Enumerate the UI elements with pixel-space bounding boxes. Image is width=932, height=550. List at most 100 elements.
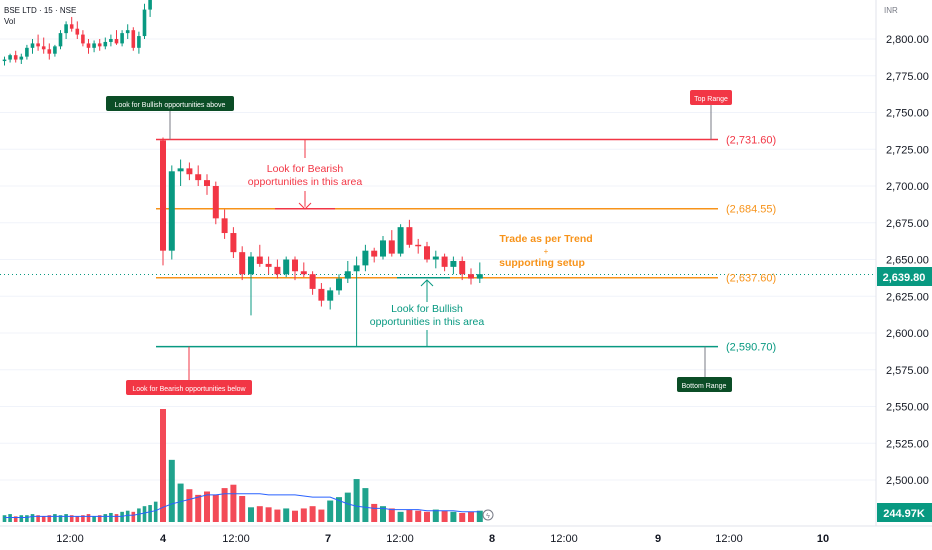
volume-bar — [450, 511, 457, 522]
bear-area-text: Look for Bearish — [267, 163, 344, 175]
candle-body — [292, 259, 298, 272]
trend-text: supporting setup — [499, 257, 585, 269]
candle-body — [380, 240, 386, 257]
time-tick-label: 9 — [655, 533, 661, 545]
candle-body — [336, 278, 342, 291]
last-price-value: 2,639.80 — [883, 272, 926, 284]
price-tick-label: 2,675.00 — [886, 218, 929, 230]
price-tick-label: 2,600.00 — [886, 328, 929, 340]
last-price-badge — [877, 267, 932, 286]
candle-body — [186, 168, 193, 175]
candle-body — [327, 290, 334, 301]
volume-bar — [58, 515, 63, 522]
volume-bar — [380, 506, 386, 522]
currency-label: INR — [884, 6, 898, 15]
candle-body — [97, 43, 102, 47]
price-tick-label: 2,800.00 — [886, 34, 929, 46]
grid — [0, 38, 876, 481]
volume-bar — [468, 511, 474, 522]
time-tick-label: 12:00 — [550, 533, 578, 545]
volume-bar — [212, 494, 219, 522]
candle-body — [69, 24, 74, 29]
price-tick-label: 2,625.00 — [886, 291, 929, 303]
candle-body — [131, 30, 136, 48]
volume-bar — [131, 511, 136, 522]
candle-body — [120, 33, 124, 44]
volume-bar — [69, 515, 74, 522]
candle-body — [256, 256, 263, 264]
candle-body — [459, 260, 466, 275]
candle-body — [424, 246, 430, 260]
volume-bar — [168, 459, 175, 522]
bear-area-text: opportunities in this area — [248, 176, 363, 188]
volume-bar — [186, 489, 193, 522]
volume-bar — [2, 515, 7, 522]
candle-body — [397, 227, 404, 254]
last-volume-badge — [877, 503, 932, 522]
symbol-title[interactable]: BSE LTD · 15 · NSE — [4, 6, 77, 15]
price-tick-label: 2,700.00 — [886, 181, 929, 193]
candle-body — [239, 252, 246, 275]
bear-below-text: Look for Bearish opportunities below — [132, 386, 246, 393]
volume-bar — [327, 500, 334, 522]
candle-body — [125, 30, 130, 34]
volume-bar — [388, 508, 395, 522]
candle-body — [388, 240, 395, 254]
candlesticks — [2, 0, 483, 347]
candle-body — [353, 265, 360, 272]
volume-bar — [8, 514, 12, 522]
volume-bars — [2, 409, 483, 522]
volume-bar — [92, 516, 96, 522]
candle-body — [109, 39, 113, 42]
candle-body — [212, 186, 219, 219]
volume-bar — [371, 503, 378, 522]
candle-body — [248, 256, 254, 275]
candle-body — [362, 250, 369, 266]
chart-header: BSE LTD · 15 · NSE Vol — [4, 5, 76, 27]
time-tick-label: 12:00 — [56, 533, 84, 545]
bottom-range-badge — [677, 377, 732, 392]
volume-bar — [221, 488, 228, 522]
candle-body — [415, 244, 422, 247]
candle-body — [476, 274, 483, 279]
candle-body — [283, 259, 290, 275]
candle-body — [204, 180, 210, 186]
volume-bar — [353, 479, 360, 522]
volume-bar — [19, 515, 24, 522]
bull-area-text: Look for Bullish — [391, 303, 463, 315]
candle-body — [300, 271, 307, 275]
volume-bar — [36, 515, 40, 522]
volume-bar — [362, 488, 369, 522]
level-label: (2,684.55) — [726, 204, 776, 216]
volume-bar — [13, 516, 18, 522]
volume-bar — [103, 514, 108, 522]
bull-area-text: opportunities in this area — [370, 316, 485, 328]
volume-bar — [344, 492, 351, 522]
svg-text:ϟ: ϟ — [486, 513, 490, 520]
volume-bar — [309, 506, 316, 522]
candle-body — [195, 174, 202, 181]
candle-body — [148, 0, 152, 10]
level-label: (2,731.60) — [726, 135, 776, 147]
candle-body — [25, 47, 29, 57]
trend-text: Trade as per Trend — [499, 233, 592, 245]
volume-bar — [265, 507, 272, 522]
candle-body — [41, 46, 46, 50]
candle-body — [53, 46, 57, 54]
time-axis[interactable]: 12:00 4 12:00 7 12:00 8 12:00 9 12:00 10 — [56, 533, 829, 545]
bottom-range-text: Bottom Range — [682, 383, 727, 390]
candle-body — [19, 56, 24, 60]
candle-body — [177, 168, 184, 172]
volume-bar — [53, 514, 57, 522]
price-tick-label: 2,575.00 — [886, 365, 929, 377]
volume-bar — [239, 496, 246, 522]
price-axis[interactable]: 2,800.00 2,775.00 2,750.00 2,725.00 2,700.00… — [886, 34, 929, 487]
last-volume-value: 244.97K — [883, 508, 925, 520]
volume-bar — [97, 515, 102, 522]
time-tick-label: 4 — [160, 533, 167, 545]
candle-body — [230, 233, 237, 253]
candle-body — [344, 271, 351, 279]
lightning-icon[interactable] — [482, 509, 494, 521]
trend-text: + — [544, 247, 549, 256]
